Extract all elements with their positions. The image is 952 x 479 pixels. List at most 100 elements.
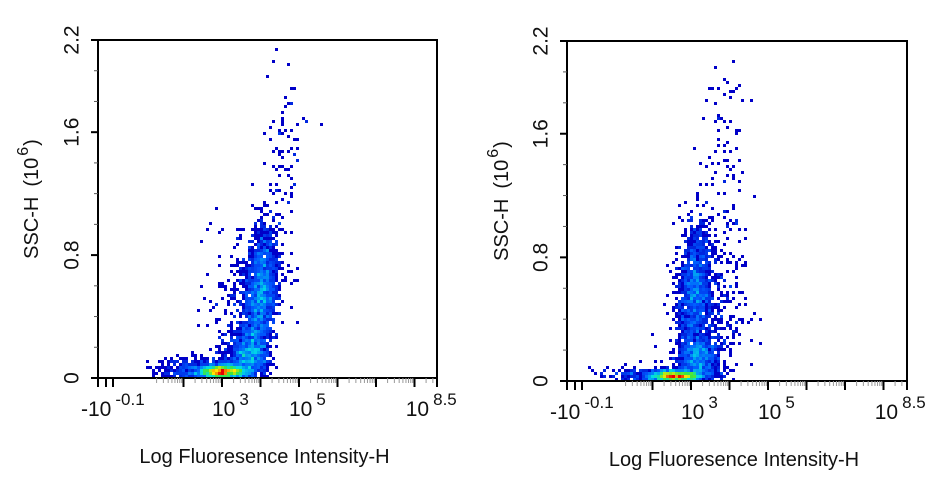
density-cell [684, 315, 687, 318]
density-cell [215, 363, 218, 366]
density-cell [266, 261, 269, 264]
density-cell [672, 291, 675, 294]
density-cell [266, 204, 269, 207]
density-cell [684, 360, 687, 363]
density-cell [693, 333, 696, 336]
density-cell [678, 372, 681, 375]
density-cell [714, 315, 717, 318]
density-cell [732, 90, 735, 93]
density-cell [257, 333, 260, 336]
density-cell [690, 369, 693, 372]
density-cell [672, 372, 675, 375]
density-cell [239, 303, 242, 306]
density-cell [263, 201, 266, 204]
density-cell [263, 336, 266, 339]
density-cell [281, 198, 284, 201]
density-cell [732, 378, 735, 381]
density-cell [266, 321, 269, 324]
density-cell [254, 270, 257, 273]
density-cell [248, 297, 251, 300]
density-cell [702, 309, 705, 312]
density-cell [693, 234, 696, 237]
density-cell [705, 201, 708, 204]
density-cell [717, 285, 720, 288]
density-cell [687, 240, 690, 243]
x-tick-label: 10 3 [681, 393, 718, 424]
density-cell [714, 354, 717, 357]
density-cell [720, 345, 723, 348]
density-cell [711, 207, 714, 210]
density-cell [672, 276, 675, 279]
density-cell [690, 336, 693, 339]
y-axis-title-label: SSC-H [491, 199, 513, 261]
density-cell [699, 219, 702, 222]
density-cell [227, 363, 230, 366]
density-cell [251, 306, 254, 309]
density-cell [666, 375, 669, 378]
density-cell [218, 372, 221, 375]
density-cell [206, 372, 209, 375]
density-cell [711, 366, 714, 369]
density-cell [702, 300, 705, 303]
density-cell [699, 252, 702, 255]
density-cell [254, 309, 257, 312]
density-cell [690, 333, 693, 336]
density-cell [254, 264, 257, 267]
density-cell [660, 375, 663, 378]
density-cell [275, 168, 278, 171]
density-cell [645, 372, 648, 375]
density-cell [290, 177, 293, 180]
density-cell [687, 360, 690, 363]
density-cell [269, 228, 272, 231]
density-cell [699, 234, 702, 237]
density-cell [224, 285, 227, 288]
density-cell [260, 291, 263, 294]
density-cell [227, 300, 230, 303]
density-cell [708, 273, 711, 276]
density-cell [720, 372, 723, 375]
density-cell [164, 369, 167, 372]
density-cell [269, 276, 272, 279]
density-cell [257, 315, 260, 318]
density-cell [696, 321, 699, 324]
density-cell [732, 333, 735, 336]
density-cell [690, 270, 693, 273]
density-cell [263, 297, 266, 300]
density-cell [714, 240, 717, 243]
density-cell [705, 252, 708, 255]
density-cell [696, 333, 699, 336]
density-cell [669, 339, 672, 342]
density-cell [260, 246, 263, 249]
density-cell [639, 375, 642, 378]
density-cell [699, 345, 702, 348]
density-cell [248, 306, 251, 309]
density-cell [251, 270, 254, 273]
density-cell [726, 165, 729, 168]
density-cell [215, 303, 218, 306]
density-cell [705, 261, 708, 264]
density-cell [245, 300, 248, 303]
density-cell [708, 222, 711, 225]
density-cell [735, 330, 738, 333]
density-cell [678, 312, 681, 315]
density-cell [741, 321, 744, 324]
density-cell [233, 348, 236, 351]
density-cell [693, 267, 696, 270]
density-cell [738, 291, 741, 294]
density-cell [684, 336, 687, 339]
density-cell [702, 348, 705, 351]
density-cell [687, 375, 690, 378]
density-cell [705, 99, 708, 102]
density-cell [729, 318, 732, 321]
density-cell [242, 267, 245, 270]
density-cell [708, 309, 711, 312]
density-cell [266, 213, 269, 216]
density-cell [209, 375, 212, 378]
density-cell [284, 192, 287, 195]
density-cell [675, 312, 678, 315]
density-cell [263, 243, 266, 246]
density-cell [269, 246, 272, 249]
density-cell [711, 219, 714, 222]
density-cell [221, 375, 224, 378]
density-cell [263, 285, 266, 288]
